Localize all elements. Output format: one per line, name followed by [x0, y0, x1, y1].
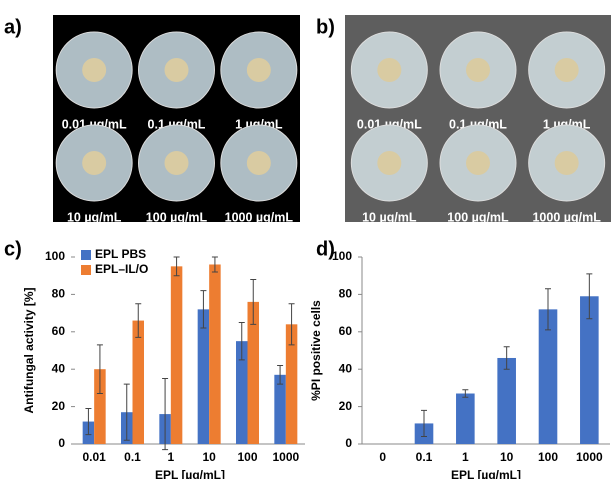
- dish-label: 100 µg/mL: [146, 210, 208, 224]
- x-tick-label: 0.01: [82, 450, 106, 464]
- x-axis-label: EPL [µg/mL]: [155, 468, 225, 479]
- bar: [198, 309, 210, 444]
- colony: [466, 58, 490, 82]
- dish-label: 1000 µg/mL: [532, 210, 601, 224]
- dish-label: 10 µg/mL: [362, 210, 417, 224]
- dish-label: 10 µg/mL: [67, 210, 122, 224]
- colony: [377, 58, 401, 82]
- x-tick-label: 100: [538, 450, 558, 464]
- legend-label: EPL–IL/O: [95, 262, 148, 276]
- colony: [377, 151, 401, 175]
- legend-swatch: [81, 250, 91, 260]
- dish-label: 100 µg/mL: [447, 210, 509, 224]
- x-tick-label: 10: [500, 450, 514, 464]
- y-tick-label: 100: [332, 249, 352, 263]
- colony: [247, 151, 271, 175]
- bar: [133, 321, 145, 444]
- bar: [274, 375, 286, 444]
- y-axis-label: %PI positive cells: [309, 300, 323, 401]
- x-tick-label: 0.1: [124, 450, 141, 464]
- bar: [171, 266, 183, 444]
- x-tick-label: 10: [202, 450, 216, 464]
- y-tick-label: 0: [58, 436, 65, 450]
- x-tick-label: 0.1: [416, 450, 433, 464]
- dish-label: 1000 µg/mL: [225, 210, 294, 224]
- legend-label: EPL PBS: [95, 247, 146, 261]
- colony: [82, 151, 106, 175]
- y-tick-label: 80: [339, 287, 353, 301]
- colony: [555, 58, 579, 82]
- bar: [497, 358, 516, 444]
- y-tick-label: 60: [339, 324, 353, 338]
- colony: [82, 58, 106, 82]
- x-tick-label: 0: [379, 450, 386, 464]
- bar: [209, 264, 221, 444]
- panel-label: a): [4, 16, 22, 38]
- figure: a)0.01 µg/mL0.1 µg/mL1 µg/mL10 µg/mL100 …: [0, 0, 616, 479]
- x-tick-label: 1: [462, 450, 469, 464]
- colony: [165, 151, 189, 175]
- x-tick-label: 1: [167, 450, 174, 464]
- panel-label: b): [316, 16, 335, 38]
- panel-label: c): [4, 238, 22, 260]
- x-axis-label: EPL [µg/mL]: [451, 468, 521, 479]
- y-tick-label: 60: [52, 324, 66, 338]
- colony: [555, 151, 579, 175]
- x-tick-label: 100: [237, 450, 257, 464]
- y-tick-label: 40: [339, 361, 353, 375]
- y-tick-label: 20: [52, 399, 66, 413]
- legend-swatch: [81, 265, 91, 275]
- colony: [247, 58, 271, 82]
- y-tick-label: 80: [52, 287, 66, 301]
- x-tick-label: 1000: [272, 450, 299, 464]
- y-tick-label: 0: [345, 436, 352, 450]
- y-tick-label: 100: [45, 249, 65, 263]
- y-axis-label: Antifungal activity [%]: [22, 287, 36, 413]
- colony: [466, 151, 490, 175]
- y-tick-label: 20: [339, 399, 353, 413]
- y-tick-label: 40: [52, 361, 66, 375]
- bar: [456, 394, 475, 444]
- x-tick-label: 1000: [576, 450, 603, 464]
- colony: [165, 58, 189, 82]
